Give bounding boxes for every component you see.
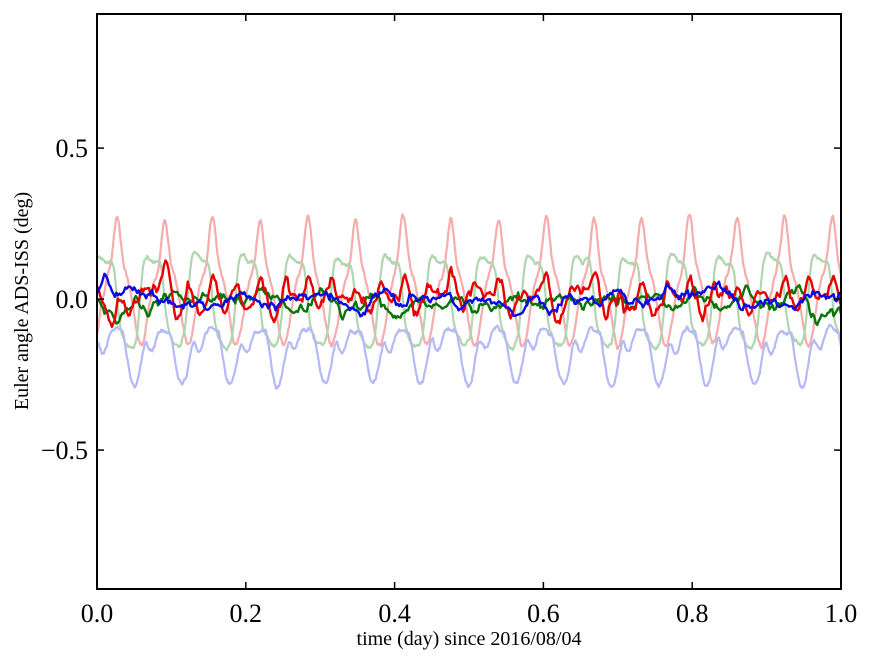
x-tick-label: 0.0: [81, 599, 114, 628]
series-line-euler-angle-1-raw-pale-red: [97, 213, 841, 351]
series-line-euler-angle-2-filtered-green: [97, 283, 841, 327]
x-axis-label: time (day) since 2016/08/04: [356, 628, 582, 650]
series-line-euler-angle-1-filtered-red: [97, 259, 841, 329]
x-tick-label: 0.6: [527, 599, 560, 628]
y-axis-label: Euler angle ADS-ISS (deg): [11, 191, 33, 411]
y-tick-label: −0.5: [41, 436, 88, 465]
x-tick-label: 0.8: [676, 599, 709, 628]
y-tick-label: 0.5: [56, 134, 89, 163]
plot-frame: [96, 13, 842, 590]
series-line-euler-angle-3-raw-pale-blue: [97, 323, 841, 390]
x-tick-label: 1.0: [825, 599, 858, 628]
series-line-euler-angle-3-filtered-blue: [97, 272, 841, 318]
y-tick-label: 0.0: [56, 285, 89, 314]
x-tick-label: 0.2: [230, 599, 263, 628]
x-tick-label: 0.4: [378, 599, 411, 628]
